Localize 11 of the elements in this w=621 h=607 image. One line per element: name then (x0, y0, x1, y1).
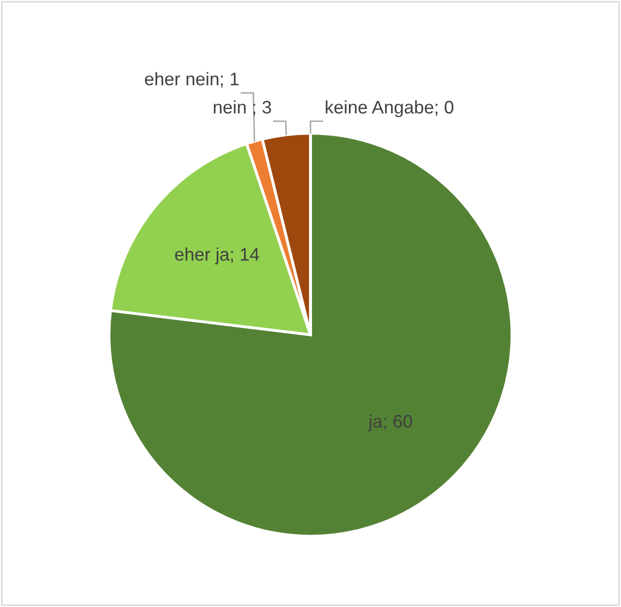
data-label: ; 60 (384, 414, 412, 430)
data-label: ; 3 (253, 100, 272, 116)
slice-label: eher nein (144, 72, 218, 86)
data-label: ; 1 (220, 72, 239, 88)
slice-label: ja (368, 414, 383, 432)
slice-label: nein (214, 100, 246, 114)
pie-slice (108, 132, 514, 538)
data-label: ; 14 (231, 248, 260, 263)
slice-label: eher ja (175, 248, 230, 264)
category-label: keine Angabe (326, 100, 434, 118)
text: ; 0 (436, 100, 454, 116)
